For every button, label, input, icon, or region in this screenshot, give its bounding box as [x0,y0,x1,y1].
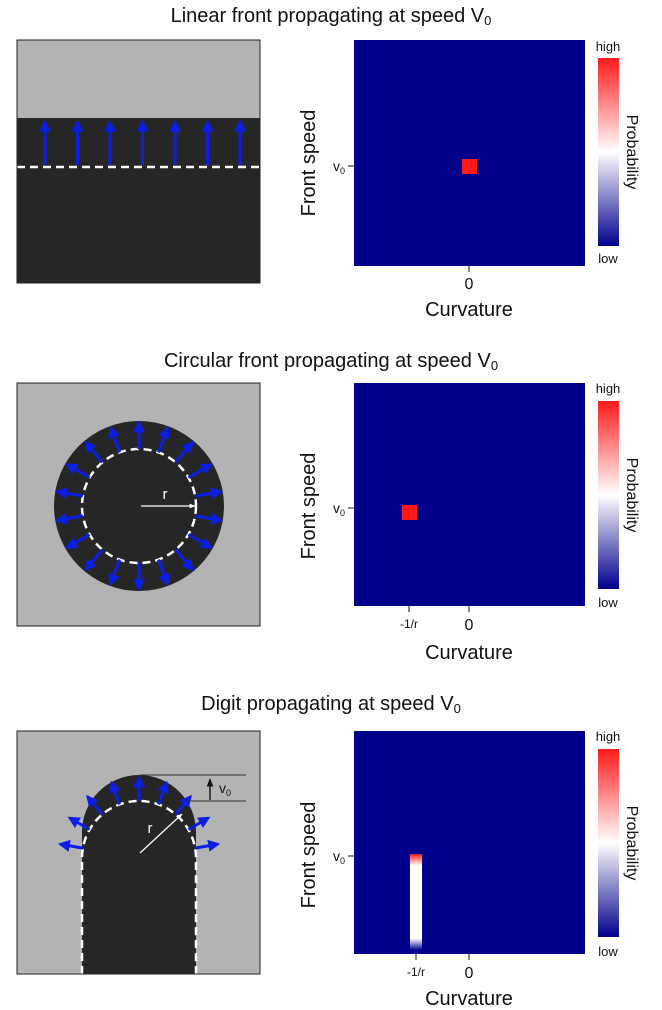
panel-3-colorbar [598,749,619,937]
panel-3-radius-arrow [139,813,183,854]
panel-3-xtick-zero: 0 [465,965,474,982]
panel-3-digit-tissue [82,775,196,974]
panel-3-arrows [57,775,221,852]
front-arrow-icon [194,512,224,525]
panel-3-title-subscript: 0 [453,701,461,716]
panel-2-title-text: Circular front propagating at speed V [163,350,491,372]
panel-2-colorbar-low: low [598,595,618,610]
panel-1-xlabel: Curvature [425,299,513,321]
panel-2-heatmap-area [354,383,585,606]
front-arrow-icon [65,533,91,549]
front-arrow-icon [174,548,194,572]
panel-2-title: Circular front propagating at speed V0 [0,349,662,378]
panel-2-arrows [54,420,224,592]
panel-3-colorbar-high: high [596,729,621,744]
front-arrow-icon [157,780,169,805]
panel-3-radius-label: r [148,820,153,837]
front-arrow-icon [109,780,121,805]
panel-2-heatmap: v0 -1/r 0 Curvature Front speed high low… [298,381,640,664]
front-arrow-icon [157,559,170,587]
panel-1-peak-mark [462,159,477,174]
panel-1-colorbar-high: high [596,39,621,54]
front-arrow-icon [187,816,211,831]
front-arrow-icon [108,425,121,453]
front-arrow-icon [84,440,104,464]
panel-1-schematic [16,39,261,284]
panel-2-colorbar [598,401,619,589]
front-arrow-icon [174,794,192,816]
panel-1-title-subscript: 0 [484,13,492,28]
front-arrow-icon [86,794,104,816]
panel-2-colorbar-label: Probability [623,458,640,533]
panel-3-xlabel: Curvature [425,988,513,1010]
panel-2-schematic: r [16,382,261,627]
panel-1-title-text: Linear front propagating at speed V [170,5,485,27]
panel-2-ylabel: Front speed [298,453,320,560]
panel-3-ytick: v0 [333,848,345,866]
panel-1-heatmap-area [354,40,585,266]
panel-1-colorbar-low: low [598,251,618,266]
panel-1-ylabel: Front speed [298,110,320,217]
panel-3-xtick-neg-inv-r: -1/r [407,965,425,979]
front-arrow-icon [187,463,213,479]
front-arrow-icon [54,512,84,525]
panel-2-tissue [54,421,224,591]
panel-3-colorbar-low: low [598,944,618,959]
panel-1-heatmap: v0 0 Curvature Front speed high low Prob… [298,39,640,321]
front-arrow-icon [157,425,170,453]
panel-3-heatmap: v0 -1/r 0 Curvature Front speed high low… [298,729,640,1010]
panel-3-colorbar-label: Probability [623,806,640,881]
front-arrow-icon [108,559,121,587]
panel-2-peak-mark [402,505,417,520]
front-arrow-icon [84,548,104,572]
panel-2-title-subscript: 0 [490,358,499,373]
panel-3-front-outline [80,799,198,974]
panel-3-heatmap-area [354,731,585,954]
panel-2-front-circle [80,447,198,565]
panel-1-colorbar-label: Probability [623,115,640,190]
front-arrow-icon [194,487,224,500]
panel-1-colorbar [598,58,619,246]
panel-2-ytick: v0 [333,500,345,518]
panel-3-title: Digit propagating at speed V0 [0,692,662,721]
panel-3-ylabel: Front speed [298,802,320,909]
panel-1-ytick: v0 [333,158,345,176]
front-arrow-icon [65,463,91,479]
front-arrow-icon [67,816,91,831]
panel-2-xlabel: Curvature [425,642,513,664]
front-arrow-icon [57,839,84,852]
panel-1-tissue [17,118,260,283]
panel-2-xtick-zero: 0 [465,617,474,634]
panel-3-title-text: Digit propagating at speed V [201,693,454,715]
panel-2-colorbar-high: high [596,381,621,396]
panel-1-title: Linear front propagating at speed V0 [0,4,662,33]
front-arrow-icon [54,487,84,500]
front-arrow-icon [187,533,213,549]
panel-3-peak-band [410,854,422,950]
panel-3-schematic: r v0 [16,730,261,975]
front-arrow-icon [174,440,194,464]
panel-1-arrows [39,119,246,165]
front-arrow-icon [194,839,221,852]
panel-1-xtick-zero: 0 [465,276,474,293]
panel-2-xtick-neg-inv-r: -1/r [400,617,418,631]
panel-3-speed-label: v0 [219,780,231,798]
panel-2-radius-label: r [163,486,168,503]
